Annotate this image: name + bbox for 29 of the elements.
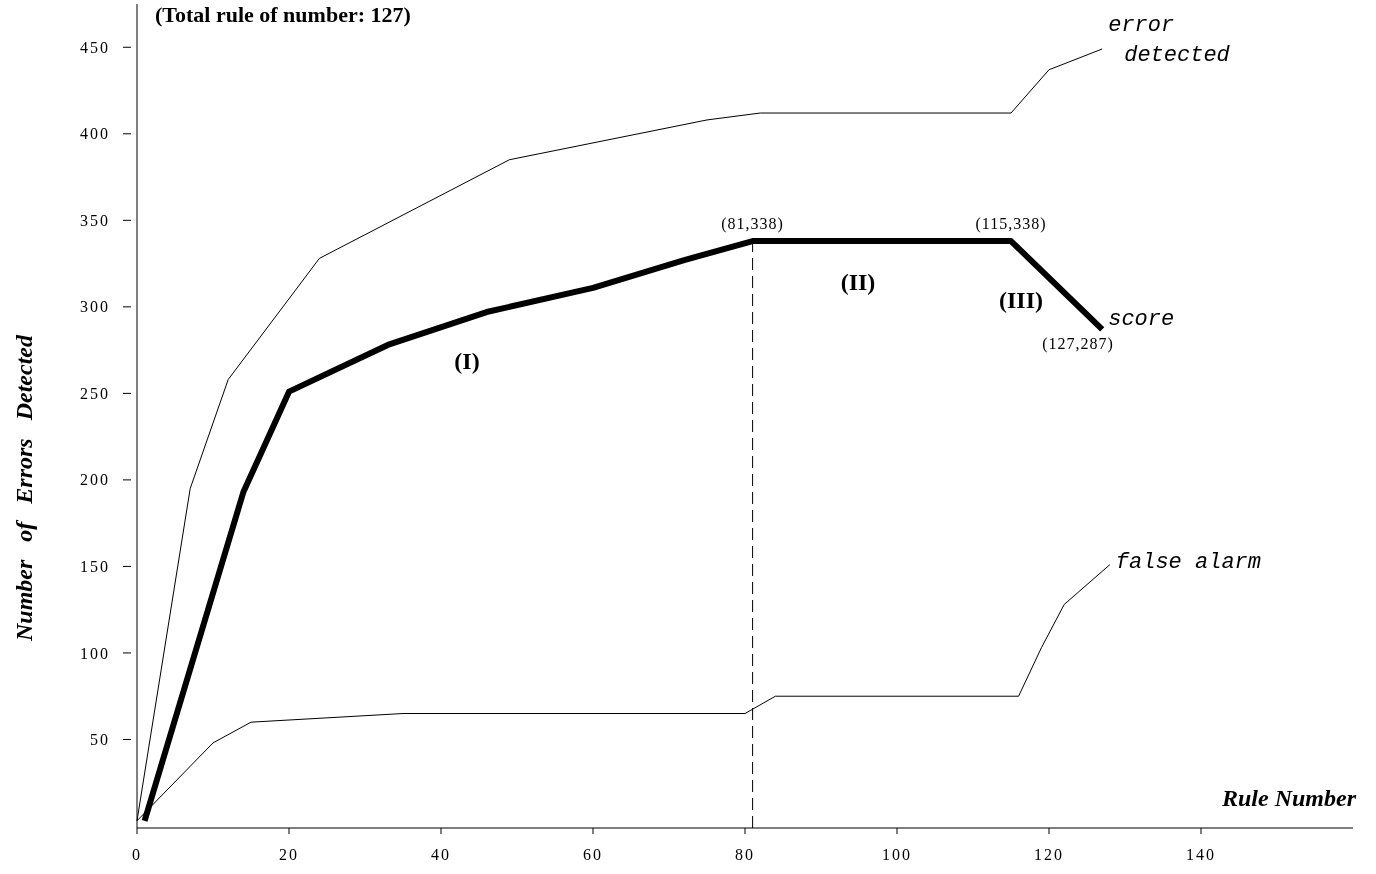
y-tick-label: 200 — [80, 471, 110, 489]
annotation: (115,338) — [975, 215, 1047, 234]
chart-title: (Total rule of number: 127) — [155, 2, 411, 27]
y-tick-label: 50 — [90, 731, 110, 749]
annotation: (127,287) — [1042, 335, 1114, 354]
x-tick-label: 60 — [583, 846, 603, 863]
annotation: (I) — [454, 348, 480, 374]
x-tick-label: 0 — [132, 846, 142, 863]
x-tick-label: 140 — [1186, 846, 1216, 863]
series-label: score — [1108, 307, 1175, 333]
series-label: false alarm — [1115, 549, 1262, 575]
x-tick-label: 120 — [1034, 846, 1064, 863]
y-tick-label: 300 — [80, 298, 110, 316]
annotation: (81,338) — [721, 215, 784, 234]
y-tick-label: 250 — [80, 384, 110, 402]
y-tick-label: 150 — [80, 558, 110, 576]
y-tick-label: 400 — [80, 125, 110, 143]
annotation: (II) — [840, 269, 876, 295]
y-tick-label: 350 — [80, 211, 110, 229]
x-tick-label: 40 — [431, 846, 451, 863]
x-tick-label: 100 — [882, 846, 912, 863]
y-tick-label: 450 — [80, 38, 110, 56]
x-tick-label: 80 — [735, 846, 755, 863]
y-axis-title: Number of Errors Detected — [11, 334, 37, 642]
y-tick-label: 100 — [80, 644, 110, 662]
x-axis-title: Rule Number — [1220, 785, 1357, 811]
annotation: (III) — [998, 287, 1044, 313]
series-label: error detected — [1108, 12, 1231, 68]
x-tick-label: 20 — [279, 846, 299, 863]
